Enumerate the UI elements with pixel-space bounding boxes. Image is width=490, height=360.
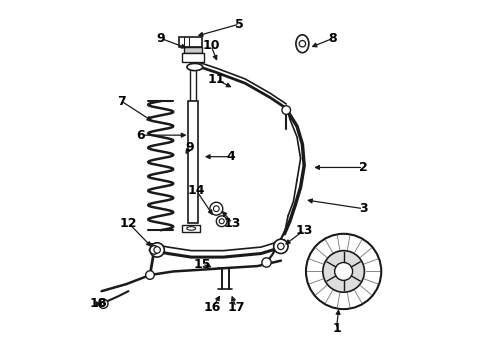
Text: 13: 13	[224, 216, 241, 230]
Text: 12: 12	[120, 216, 137, 230]
Circle shape	[323, 251, 365, 292]
Circle shape	[335, 262, 353, 280]
Bar	[191, 62, 196, 101]
Circle shape	[278, 243, 284, 249]
Circle shape	[299, 41, 306, 47]
Circle shape	[150, 246, 159, 254]
Ellipse shape	[187, 226, 196, 230]
Text: 7: 7	[117, 95, 125, 108]
Circle shape	[219, 219, 224, 224]
Bar	[188, 101, 198, 223]
Text: 16: 16	[204, 301, 221, 314]
Text: 3: 3	[359, 202, 368, 215]
Text: 10: 10	[202, 39, 220, 52]
Bar	[184, 47, 202, 53]
Circle shape	[274, 239, 288, 253]
Text: 8: 8	[329, 32, 337, 45]
Text: 9: 9	[185, 141, 194, 154]
Circle shape	[262, 258, 271, 267]
Text: 15: 15	[193, 258, 211, 271]
Text: 1: 1	[332, 322, 341, 335]
Circle shape	[306, 234, 381, 309]
Bar	[179, 37, 202, 47]
Ellipse shape	[296, 35, 309, 53]
Text: 6: 6	[137, 129, 146, 142]
Circle shape	[154, 247, 160, 253]
Circle shape	[98, 299, 108, 309]
Circle shape	[216, 216, 227, 226]
Circle shape	[101, 302, 105, 306]
Ellipse shape	[187, 63, 203, 71]
Circle shape	[210, 202, 223, 215]
Text: 13: 13	[295, 224, 313, 237]
Text: 11: 11	[208, 73, 225, 86]
Circle shape	[214, 206, 219, 212]
Text: 2: 2	[359, 161, 368, 174]
Circle shape	[150, 243, 164, 257]
Text: 5: 5	[235, 18, 244, 31]
Text: 4: 4	[226, 150, 235, 163]
Text: 17: 17	[227, 301, 245, 314]
Circle shape	[282, 106, 291, 114]
Text: 9: 9	[156, 32, 165, 45]
Text: 14: 14	[188, 184, 205, 197]
Bar	[182, 53, 204, 62]
Text: 18: 18	[89, 297, 107, 310]
Circle shape	[146, 271, 154, 279]
Bar	[182, 225, 200, 232]
